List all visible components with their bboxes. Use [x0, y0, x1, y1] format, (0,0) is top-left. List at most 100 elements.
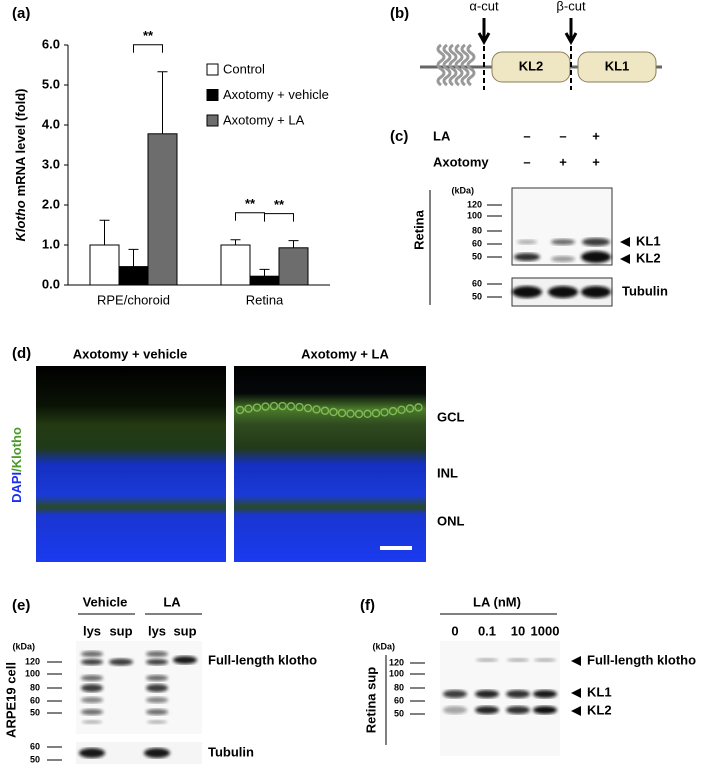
- band: [582, 238, 610, 246]
- legend-label: Axotomy + vehicle: [223, 87, 329, 102]
- cell: [286, 402, 296, 411]
- y-axis-label-part: Klotho: [13, 200, 28, 241]
- marker-label: 60: [30, 695, 40, 705]
- band: [81, 697, 103, 703]
- cell: [295, 402, 304, 412]
- stain-part: DAPI: [9, 472, 24, 503]
- treatment-label: LA (nM): [473, 594, 521, 609]
- pointer: [620, 237, 630, 247]
- cut-label: α-cut: [469, 0, 499, 13]
- marker-label: 60: [472, 238, 482, 248]
- helix: [454, 43, 464, 87]
- cell: [397, 405, 406, 414]
- cell: [312, 405, 321, 414]
- bar: [89, 244, 120, 286]
- cell: [261, 402, 270, 411]
- arrow: [477, 18, 491, 46]
- band: [514, 253, 540, 261]
- band: [146, 651, 168, 657]
- loading-label: Tubulin: [622, 283, 668, 298]
- band: [173, 656, 197, 664]
- cell: [244, 404, 253, 413]
- panel-label: (d): [12, 345, 31, 362]
- significance-label: **: [274, 197, 285, 212]
- row-label: LA: [433, 128, 451, 143]
- sign: +: [592, 154, 600, 169]
- domain: [577, 51, 657, 83]
- sign: –: [523, 128, 530, 143]
- lane-label: lys: [148, 623, 166, 638]
- domain-label: KL1: [605, 58, 630, 73]
- error-bar: [157, 71, 168, 134]
- band: [146, 684, 168, 692]
- helix: [448, 43, 458, 87]
- band: [475, 690, 499, 698]
- cell: [346, 409, 355, 418]
- legend-label: Axotomy + LA: [223, 112, 305, 127]
- band: [146, 675, 168, 681]
- cell: [388, 406, 398, 416]
- significance-bracket: [235, 212, 265, 221]
- cell: [269, 401, 279, 411]
- legend-swatch: [206, 89, 219, 101]
- y-tick-label: 1.0: [42, 236, 60, 251]
- marker-label: 80: [30, 682, 40, 692]
- cell: [235, 405, 245, 415]
- helix: [436, 43, 446, 87]
- band-label: KL2: [587, 702, 612, 717]
- band: [533, 706, 557, 714]
- band: [507, 658, 529, 662]
- marker-label: 50: [472, 251, 482, 261]
- band: [476, 658, 498, 662]
- band-label: Full-length klotho: [587, 652, 696, 667]
- marker-label: 120: [389, 657, 404, 667]
- marker-label: 120: [25, 656, 40, 666]
- stain-part: /Klotho: [9, 427, 24, 472]
- error-bar: [230, 239, 241, 245]
- band: [533, 690, 557, 698]
- y-tick-label: 0.0: [42, 276, 60, 291]
- helix: [442, 43, 452, 87]
- group-label: LA: [163, 594, 181, 609]
- cell: [278, 401, 287, 411]
- cell: [337, 408, 347, 418]
- sign: +: [592, 128, 600, 143]
- unit-label: (kDa): [12, 641, 35, 651]
- bar: [249, 275, 280, 286]
- cell: [363, 409, 372, 419]
- sample-label: Retina sup: [363, 667, 378, 734]
- marker-label: 100: [389, 668, 404, 678]
- band: [81, 675, 103, 681]
- bar: [278, 247, 309, 286]
- error-bar: [99, 219, 110, 245]
- band: [534, 658, 556, 662]
- band: [443, 690, 467, 698]
- cell: [303, 403, 313, 413]
- unit-label: (kDa): [372, 641, 395, 651]
- significance-bracket: [264, 213, 294, 222]
- y-axis-label: Klotho mRNA level (fold): [13, 88, 28, 241]
- panel-label: (b): [390, 5, 409, 22]
- arrow: [564, 18, 578, 46]
- bar: [220, 244, 251, 286]
- lane-label: 10: [511, 623, 525, 638]
- band: [79, 748, 105, 758]
- layer-label: GCL: [437, 409, 465, 424]
- x-tick-label: Retina: [246, 292, 284, 307]
- lane-label: 0.1: [478, 623, 496, 638]
- legend-swatch: [206, 63, 219, 76]
- pointer: [571, 706, 581, 716]
- band: [551, 256, 575, 262]
- lane-label: sup: [173, 623, 196, 638]
- y-tick-label: 3.0: [42, 156, 60, 171]
- marker-label: 50: [472, 291, 482, 301]
- pointer: [571, 656, 581, 666]
- tissue-label: Retina: [411, 209, 426, 250]
- panel-label: (e): [12, 597, 30, 614]
- band: [81, 659, 103, 665]
- band: [81, 651, 103, 657]
- marker-label: 80: [394, 682, 404, 692]
- error-bar: [288, 240, 299, 248]
- group-label: Vehicle: [83, 594, 128, 609]
